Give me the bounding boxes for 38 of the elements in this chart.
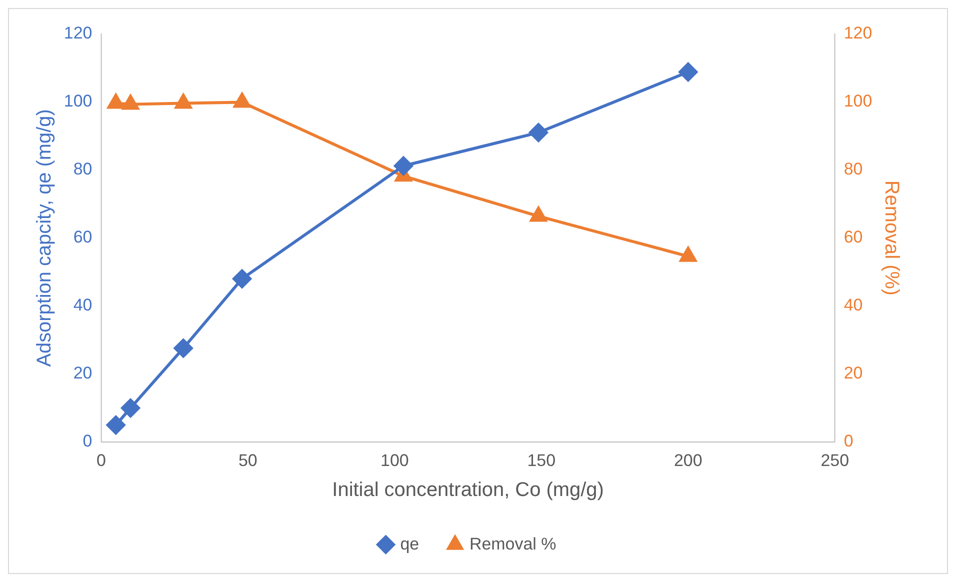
y-tick-label: 40	[73, 296, 92, 315]
point	[174, 338, 193, 358]
point	[106, 416, 126, 435]
point	[121, 398, 140, 418]
y2-axis-title: Removal (%)	[880, 180, 903, 296]
y-tick-label: 60	[73, 228, 92, 247]
y2-tick-label: 60	[844, 228, 863, 247]
y-tick-label: 0	[82, 432, 92, 451]
point	[530, 206, 547, 222]
x-tick-label: 250	[820, 450, 850, 470]
point	[394, 156, 413, 176]
point	[122, 94, 139, 110]
x-tick-label: 0	[96, 450, 106, 470]
x-tick-label: 100	[380, 450, 409, 470]
x-tick-label: 50	[238, 450, 258, 470]
y-axis-title: Adsorption capcity, qe (mg/g)	[33, 109, 56, 367]
point	[528, 123, 548, 142]
y2-tick-label: 120	[844, 24, 872, 43]
y-tick-label: 100	[64, 92, 92, 111]
y2-tick-label: 100	[844, 92, 872, 111]
y-tick-label: 80	[73, 160, 92, 179]
y2-tick-label: 0	[844, 432, 854, 451]
point	[232, 269, 252, 288]
x-axis-title: Initial concentration, Co (mg/g)	[332, 478, 604, 501]
y2-tick-label: 20	[844, 364, 863, 383]
point	[234, 92, 250, 108]
y-tick-label: 120	[64, 24, 92, 43]
y2-tick-label: 40	[844, 296, 863, 315]
legend-label: qe	[400, 534, 420, 554]
point	[107, 94, 124, 109]
point	[174, 94, 192, 109]
x-tick-label: 200	[674, 450, 702, 470]
legend-label: Removal %	[470, 534, 556, 554]
x-tick-label: 150	[527, 450, 556, 470]
point	[680, 246, 697, 262]
y2-tick-label: 80	[844, 160, 863, 179]
y-tick-label: 20	[73, 364, 92, 383]
point	[678, 62, 698, 82]
